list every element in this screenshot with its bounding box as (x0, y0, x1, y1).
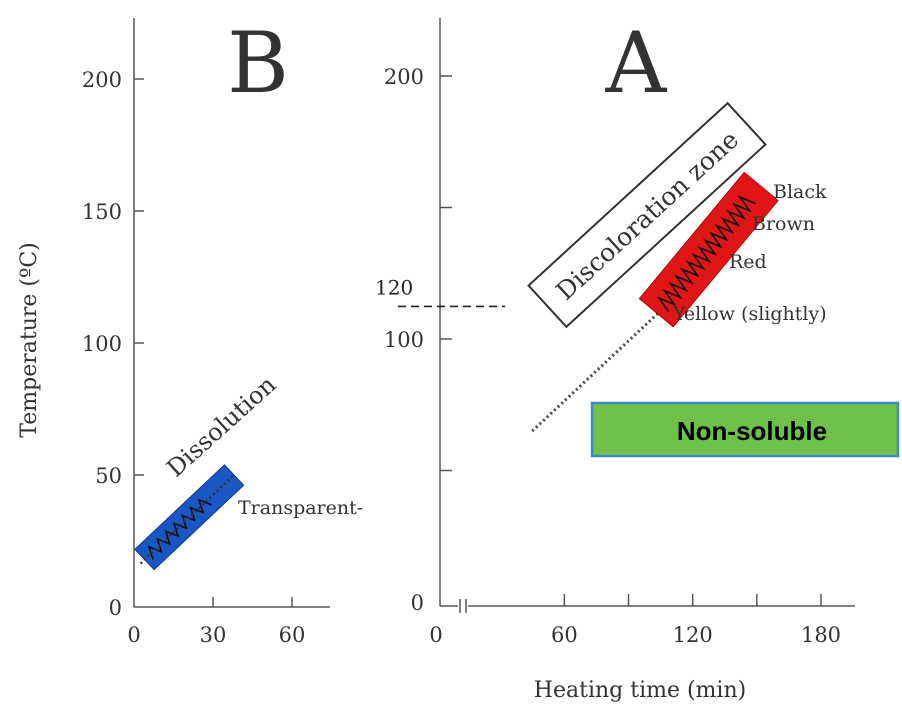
panel-b-label: B (227, 14, 289, 112)
reference-label-120: 120 (375, 275, 413, 299)
x-axis-title: Heating time (min) (534, 678, 746, 703)
panel-a-x-tick-label: 60 (551, 623, 578, 647)
panel-b-y-tick-label: 0 (109, 596, 122, 620)
color-label-yellow: Yellow (slightly) (672, 303, 827, 325)
non-soluble-label: Non-soluble (677, 416, 827, 446)
dissolution-band (134, 464, 245, 571)
panel-b-y-tick-label: 100 (82, 332, 122, 356)
panel-b-y-tick-label: 150 (82, 200, 122, 224)
panel-b-x-tick-label: 0 (127, 623, 140, 647)
color-label-black: Black (773, 181, 827, 203)
panel-b-y-tick-label: 50 (95, 464, 122, 488)
panel-a-label: A (605, 14, 668, 112)
y-axis-title: Temperature (ºC) (17, 242, 42, 437)
axis-break-marks (458, 598, 468, 614)
discoloration-zigzag (656, 195, 756, 313)
dissolution-zigzag (147, 498, 212, 560)
color-label-red: Red (729, 251, 767, 273)
non-soluble-badge: Non-soluble (590, 401, 900, 458)
panel-b-y-tick-label: 200 (82, 68, 122, 92)
panel-a-x-tick-label: 120 (673, 623, 713, 647)
panel-b-x-tick-label: 30 (200, 623, 227, 647)
panel-a-y-tick-label: 0 (411, 591, 424, 615)
dissolution-label: Dissolution (161, 370, 281, 482)
panel-b-x-tick-label: 60 (279, 623, 306, 647)
transparent-label: Transparent- (238, 497, 363, 519)
color-label-brown: Brown (752, 213, 815, 235)
panel-a-x-tick-label: 0 (429, 623, 442, 647)
panel-a-y-tick-label: 100 (384, 328, 424, 352)
dissolution-line (139, 474, 235, 565)
panel-a-y-tick-label: 200 (384, 65, 424, 89)
panel-b: B Temperature (ºC) 0 50 100 150 200 0 30 60 Di… (17, 14, 363, 647)
temperature-path (531, 303, 669, 433)
panel-a-x-tick-label: 180 (801, 623, 841, 647)
